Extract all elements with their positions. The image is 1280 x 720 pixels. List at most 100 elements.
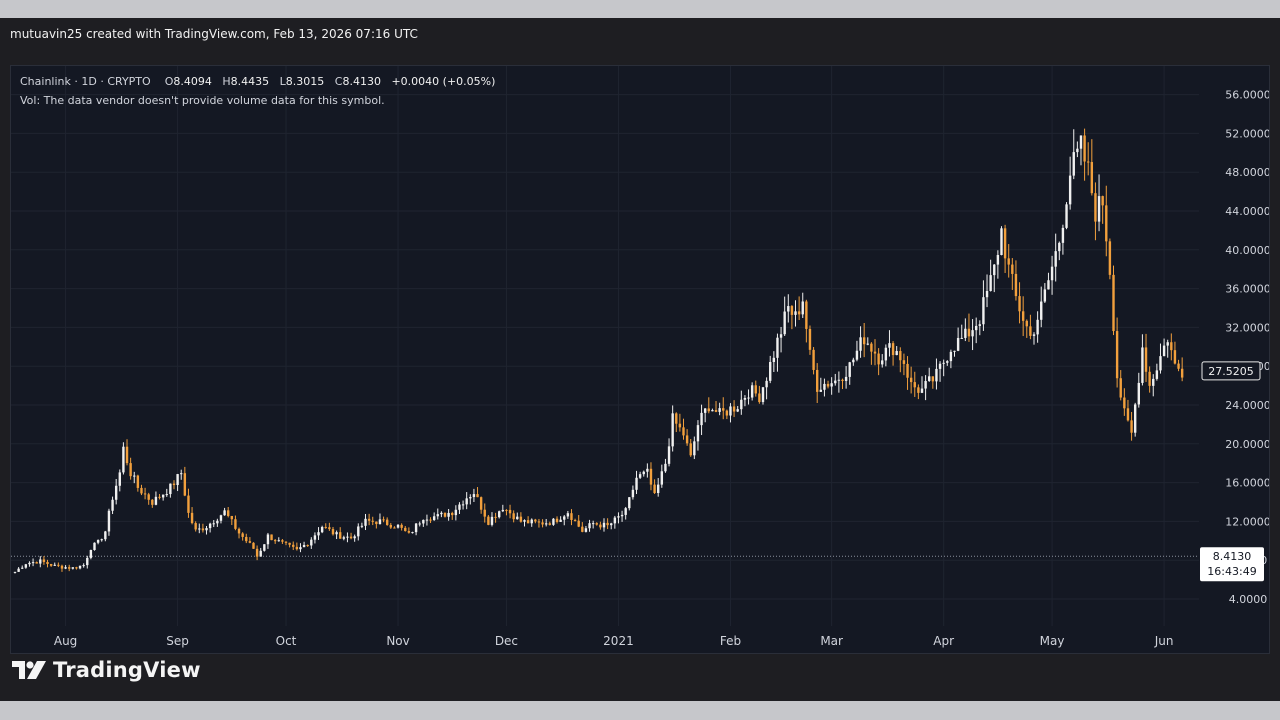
close-value: 8.4130	[342, 75, 381, 88]
candle-body	[602, 522, 606, 528]
candle-body	[292, 544, 295, 547]
candle-body	[360, 525, 364, 527]
symbol-label[interactable]: Chainlink · 1D · CRYPTO	[20, 75, 151, 88]
price-axis[interactable]: 4.00008.000012.000016.000020.000024.0000…	[1225, 89, 1269, 606]
candle-body	[429, 519, 432, 521]
candle-body	[425, 519, 429, 521]
candle-body	[841, 379, 844, 381]
candle-body	[1036, 319, 1039, 335]
candle-body	[530, 519, 533, 524]
candle-body	[1029, 326, 1032, 336]
candle-body	[989, 275, 992, 291]
tradingview-logo[interactable]: TradingView	[12, 658, 201, 682]
candle-body	[801, 301, 804, 315]
candle-body	[129, 463, 132, 477]
y-tick-label: 52.0000	[1225, 127, 1269, 140]
candle-body	[967, 328, 971, 337]
candle-body	[1079, 135, 1083, 149]
x-tick-label: Aug	[54, 634, 77, 648]
candle-body	[772, 357, 776, 363]
candle-body	[552, 518, 555, 525]
candle-body	[371, 520, 374, 522]
candle-body	[696, 425, 700, 442]
candle-body	[310, 539, 313, 546]
candle-body	[960, 337, 963, 339]
candle-body	[49, 563, 53, 566]
candle-body	[815, 369, 819, 392]
candle-body	[895, 351, 898, 356]
chart-panel[interactable]: 4.00008.000012.000016.000020.000024.0000…	[10, 65, 1270, 654]
y-tick-label: 16.0000	[1225, 477, 1269, 490]
open-value: 8.4094	[173, 75, 212, 88]
current-price-marker: 27.5205	[1201, 361, 1261, 381]
tradingview-logo-text: TradingView	[53, 658, 201, 682]
candle-body	[508, 509, 512, 514]
candle-body	[649, 468, 653, 485]
countdown-label: 16:43:49	[1207, 565, 1256, 578]
last-price-marker: 8.4130 16:43:49	[1200, 547, 1264, 582]
candle-body	[1094, 193, 1097, 222]
candle-body	[411, 532, 414, 534]
candle-body	[573, 519, 577, 521]
candle-body	[46, 561, 49, 564]
candle-body	[143, 493, 147, 495]
candle-body	[147, 494, 150, 500]
candle-body	[216, 520, 219, 524]
candle-body	[440, 512, 443, 515]
candle-body	[487, 516, 490, 525]
candle-body	[584, 528, 588, 532]
candle-body	[1050, 266, 1054, 281]
candle-body	[385, 519, 389, 525]
candle-body	[902, 360, 906, 364]
candle-body	[1000, 228, 1003, 256]
candle-body	[1090, 162, 1094, 194]
time-axis[interactable]: Aug Sep Oct Nov Dec 2021 Feb Mar Apr May Jun	[54, 634, 1174, 648]
tradingview-logo-icon	[12, 661, 46, 679]
candle-body	[1155, 370, 1159, 379]
candle-body	[996, 255, 1000, 265]
candle-body	[844, 376, 848, 381]
candle-body	[422, 519, 425, 524]
x-tick-label: 2021	[603, 634, 634, 648]
candle-body	[190, 512, 194, 524]
candle-body	[349, 536, 353, 539]
candlestick-chart[interactable]: 4.00008.000012.000016.000020.000024.0000…	[11, 66, 1269, 653]
candle-body	[183, 473, 187, 496]
candle-body	[154, 496, 158, 505]
candle-body	[1105, 205, 1108, 242]
candle-body	[295, 546, 299, 550]
candle-body	[78, 565, 82, 569]
candles	[13, 128, 1184, 574]
candle-body	[1083, 135, 1086, 162]
candle-body	[205, 528, 208, 531]
candle-body	[107, 510, 111, 532]
candle-body	[111, 499, 114, 511]
candle-body	[1144, 347, 1148, 372]
candle-body	[747, 397, 750, 399]
candle-body	[537, 521, 541, 523]
candle-body	[613, 517, 617, 524]
candle-body	[855, 350, 859, 360]
candle-body	[501, 509, 505, 512]
candle-body	[1123, 397, 1126, 409]
candle-body	[1021, 311, 1025, 321]
y-tick-label: 48.0000	[1225, 166, 1269, 179]
x-tick-label: Apr	[933, 634, 954, 648]
candle-body	[852, 359, 855, 363]
x-tick-label: Sep	[166, 634, 189, 648]
candle-body	[281, 540, 284, 542]
candle-body	[743, 397, 747, 400]
candle-body	[714, 410, 718, 412]
candle-body	[1018, 296, 1021, 312]
candle-body	[928, 376, 931, 381]
candle-body	[57, 564, 60, 566]
candle-body	[263, 544, 266, 551]
candle-body	[523, 520, 526, 522]
candle-body	[805, 301, 808, 329]
candle-body	[357, 526, 360, 537]
y-tick-label: 24.0000	[1225, 399, 1269, 412]
candle-body	[1170, 342, 1173, 351]
candle-body	[548, 523, 551, 525]
candle-body	[819, 389, 823, 392]
candle-body	[226, 510, 230, 516]
